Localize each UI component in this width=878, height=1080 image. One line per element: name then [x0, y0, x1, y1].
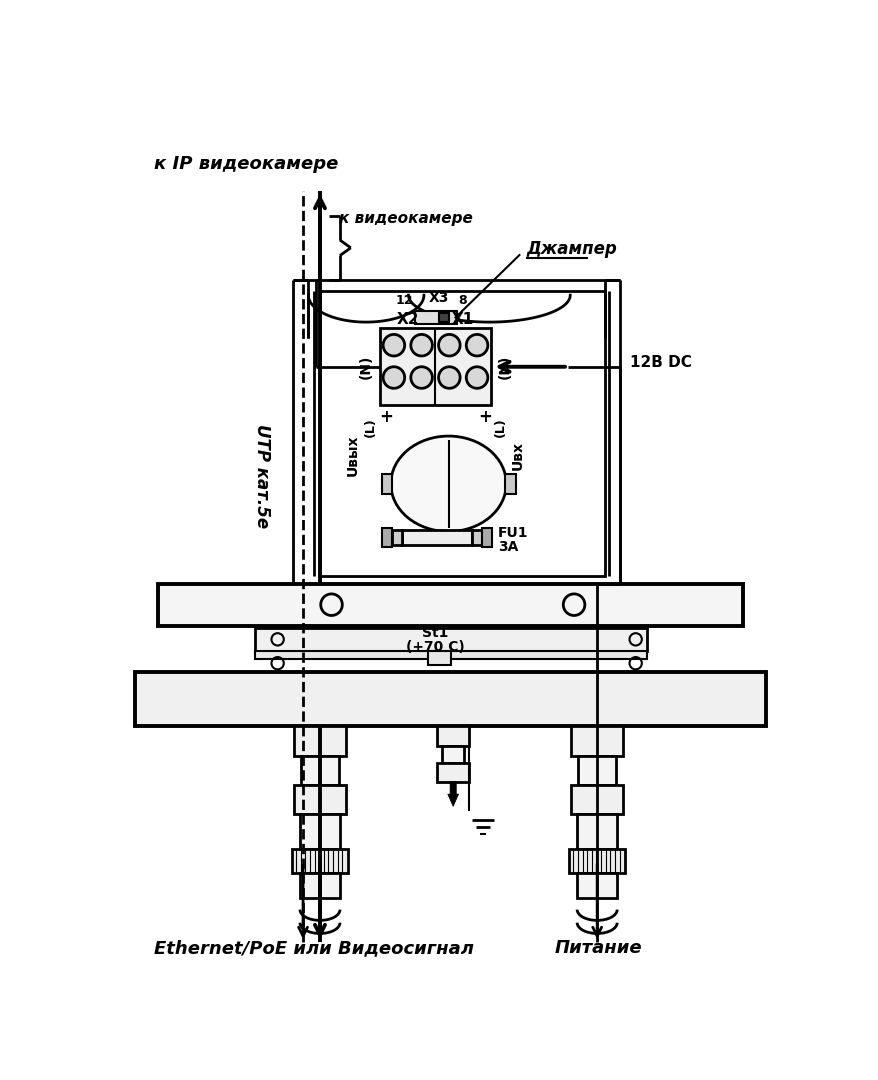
FancyArrow shape — [447, 782, 458, 807]
Bar — [255, 651, 646, 659]
Text: Питание: Питание — [554, 940, 642, 957]
Bar — [569, 849, 624, 874]
Bar — [439, 313, 448, 322]
Circle shape — [465, 367, 487, 389]
Bar — [379, 328, 490, 405]
Bar — [571, 785, 623, 814]
Bar — [577, 756, 615, 785]
Text: Uвых: Uвых — [346, 434, 360, 476]
Bar — [135, 673, 765, 727]
Text: FU1: FU1 — [497, 526, 528, 540]
Text: X1: X1 — [451, 311, 474, 326]
Bar — [577, 814, 616, 849]
Bar — [577, 874, 616, 899]
Bar — [471, 530, 482, 545]
Text: (L): (L) — [493, 417, 506, 436]
Bar — [428, 651, 450, 665]
Bar — [402, 530, 471, 545]
Text: 8: 8 — [457, 295, 466, 308]
Circle shape — [383, 335, 404, 356]
Circle shape — [465, 335, 487, 356]
Bar — [158, 584, 743, 626]
Text: (L): (L) — [363, 417, 377, 436]
Text: Ethernet/PoE или Видеосигнал: Ethernet/PoE или Видеосигнал — [155, 940, 474, 957]
Text: (N): (N) — [359, 354, 373, 379]
Bar — [571, 727, 623, 756]
Bar — [381, 474, 392, 494]
Text: +: + — [478, 408, 491, 426]
Circle shape — [438, 367, 459, 389]
Text: (+70 C): (+70 C) — [406, 640, 464, 654]
Bar — [382, 528, 391, 546]
Text: X3: X3 — [428, 292, 449, 306]
Circle shape — [383, 367, 404, 389]
Bar — [442, 745, 464, 762]
Text: Uвх: Uвх — [510, 441, 524, 470]
Bar — [504, 474, 515, 494]
Circle shape — [438, 335, 459, 356]
Circle shape — [410, 367, 432, 389]
Bar — [414, 311, 457, 324]
Text: 12: 12 — [395, 295, 413, 308]
Text: St1: St1 — [421, 626, 448, 640]
Bar — [293, 727, 346, 756]
Bar — [255, 627, 646, 651]
Bar — [320, 292, 604, 577]
Bar — [436, 762, 469, 782]
Text: к IP видеокамере: к IP видеокамере — [155, 156, 338, 173]
Bar — [299, 874, 340, 899]
Text: +: + — [378, 408, 392, 426]
Text: UTP кат.5e: UTP кат.5e — [253, 424, 271, 528]
Text: X2: X2 — [396, 311, 419, 326]
Bar — [436, 727, 469, 745]
Text: 12В DC: 12В DC — [629, 355, 691, 370]
Text: Джампер: Джампер — [526, 240, 616, 258]
Bar — [299, 814, 340, 849]
Text: (N): (N) — [497, 354, 511, 379]
Bar — [482, 528, 491, 546]
Bar — [291, 849, 348, 874]
Circle shape — [410, 335, 432, 356]
Bar — [293, 785, 346, 814]
Bar — [391, 530, 402, 545]
Text: к видеокамере: к видеокамере — [339, 211, 472, 226]
Bar — [300, 756, 339, 785]
Text: 3A: 3A — [497, 540, 518, 554]
Ellipse shape — [391, 436, 506, 531]
